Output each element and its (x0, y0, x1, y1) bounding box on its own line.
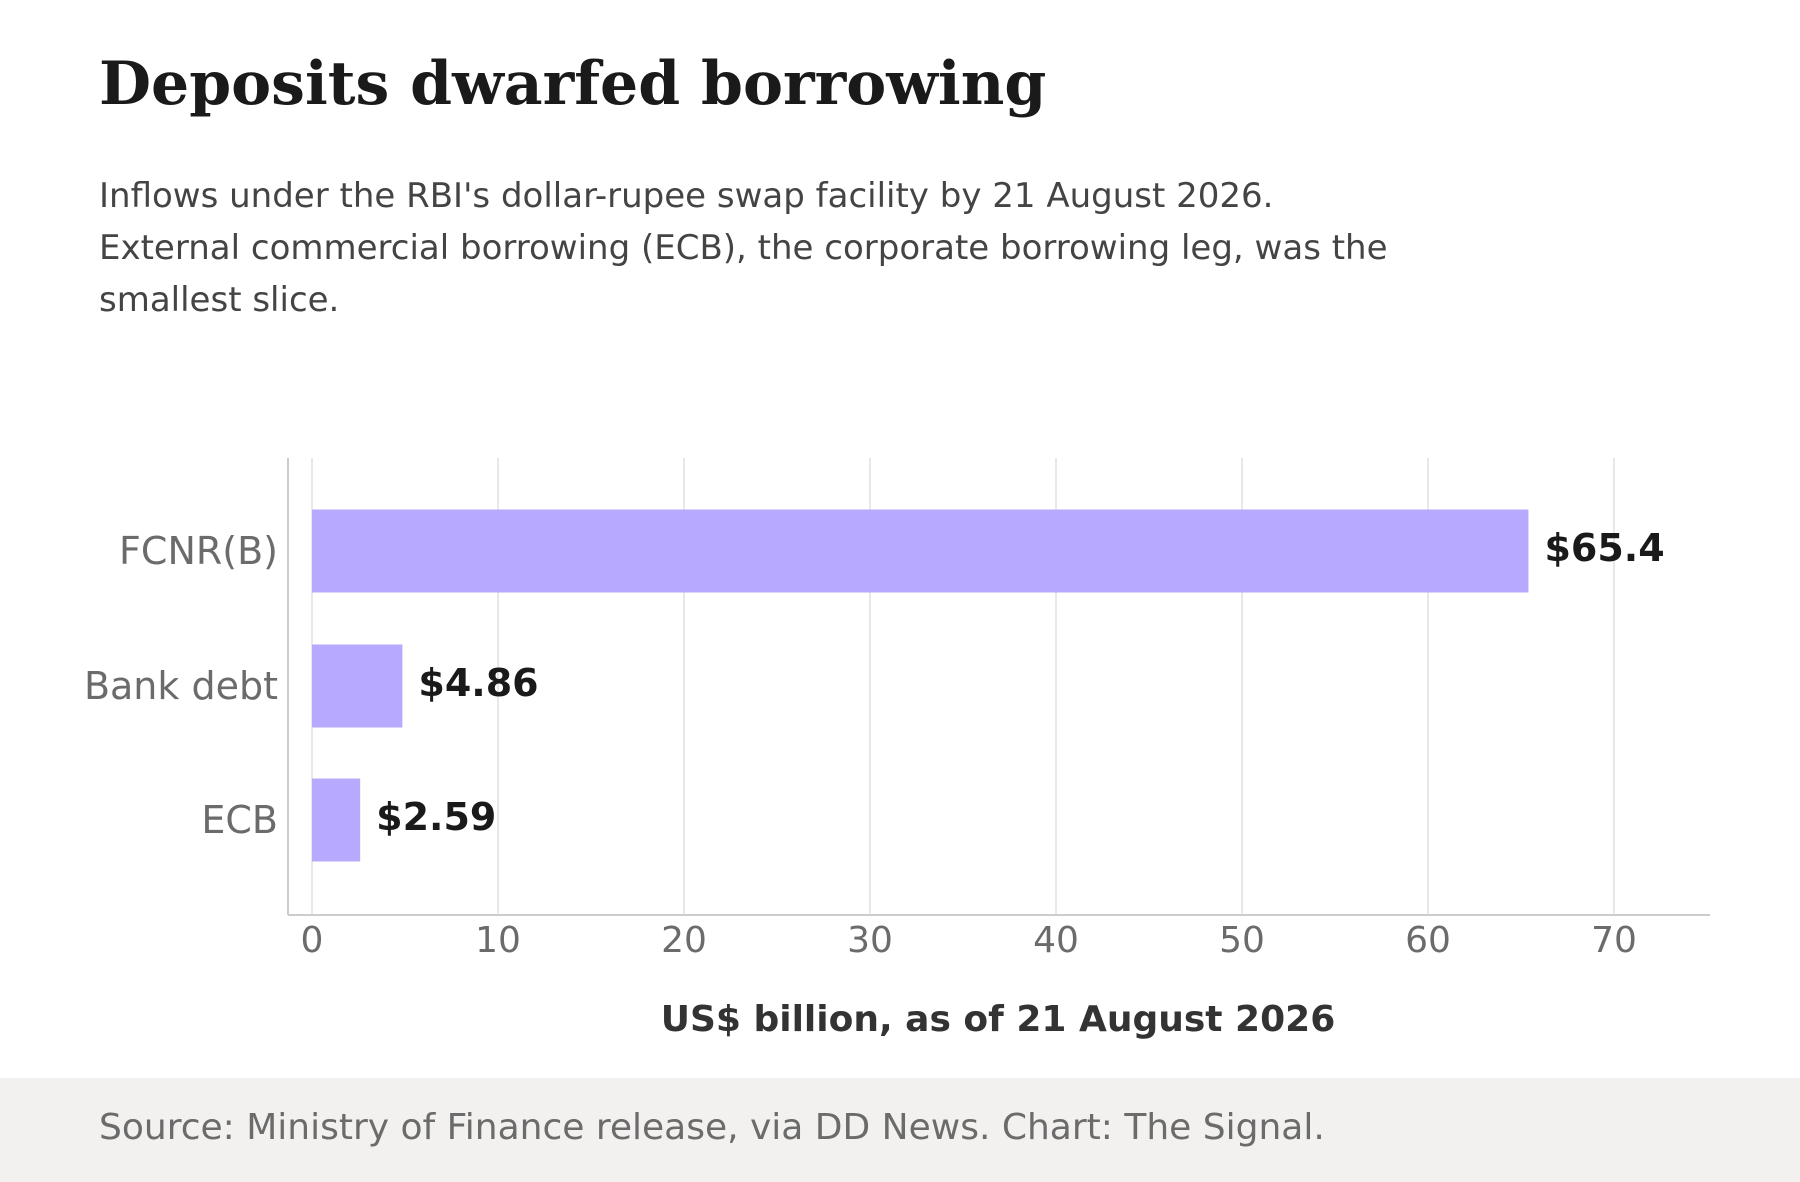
source-note: Source: Ministry of Finance release, via… (99, 1107, 1325, 1148)
bar (312, 778, 361, 862)
category-label: ECB (201, 798, 278, 842)
category-label: Bank debt (84, 664, 278, 708)
category-label: FCNR(B) (119, 529, 278, 573)
axes: 0 10 20 30 40 50 60 70 (287, 458, 1710, 961)
x-tick-label: 50 (1219, 920, 1265, 961)
value-label: $4.86 (418, 661, 538, 705)
x-tick-label: 0 (301, 920, 324, 961)
x-tick-label: 40 (1033, 920, 1079, 961)
bars (312, 509, 1529, 862)
x-tick-label: 30 (847, 920, 893, 961)
x-tick-label: 20 (661, 920, 707, 961)
labels: FCNR(B) $65.4 Bank debt $4.86 ECB $2.59 (84, 526, 1665, 842)
bar-chart: 0 10 20 30 40 50 60 70 FCNR(B) $65.4 Bank debt $4.… (84, 458, 1710, 1040)
bar (312, 644, 403, 728)
x-tick-label: 70 (1591, 920, 1637, 961)
x-tick-label: 60 (1405, 920, 1451, 961)
value-label: $2.59 (376, 795, 496, 839)
x-axis-title: US$ billion, as of 21 August 2026 (661, 999, 1336, 1040)
chart-subtitle: Inflows under the RBI's dollar-rupee swa… (99, 176, 1388, 320)
value-label: $65.4 (1544, 526, 1664, 570)
chart-title: Deposits dwarfed borrowing (99, 49, 1047, 119)
bar (312, 509, 1529, 593)
footer-band (0, 1078, 1800, 1182)
x-tick-label: 10 (475, 920, 521, 961)
